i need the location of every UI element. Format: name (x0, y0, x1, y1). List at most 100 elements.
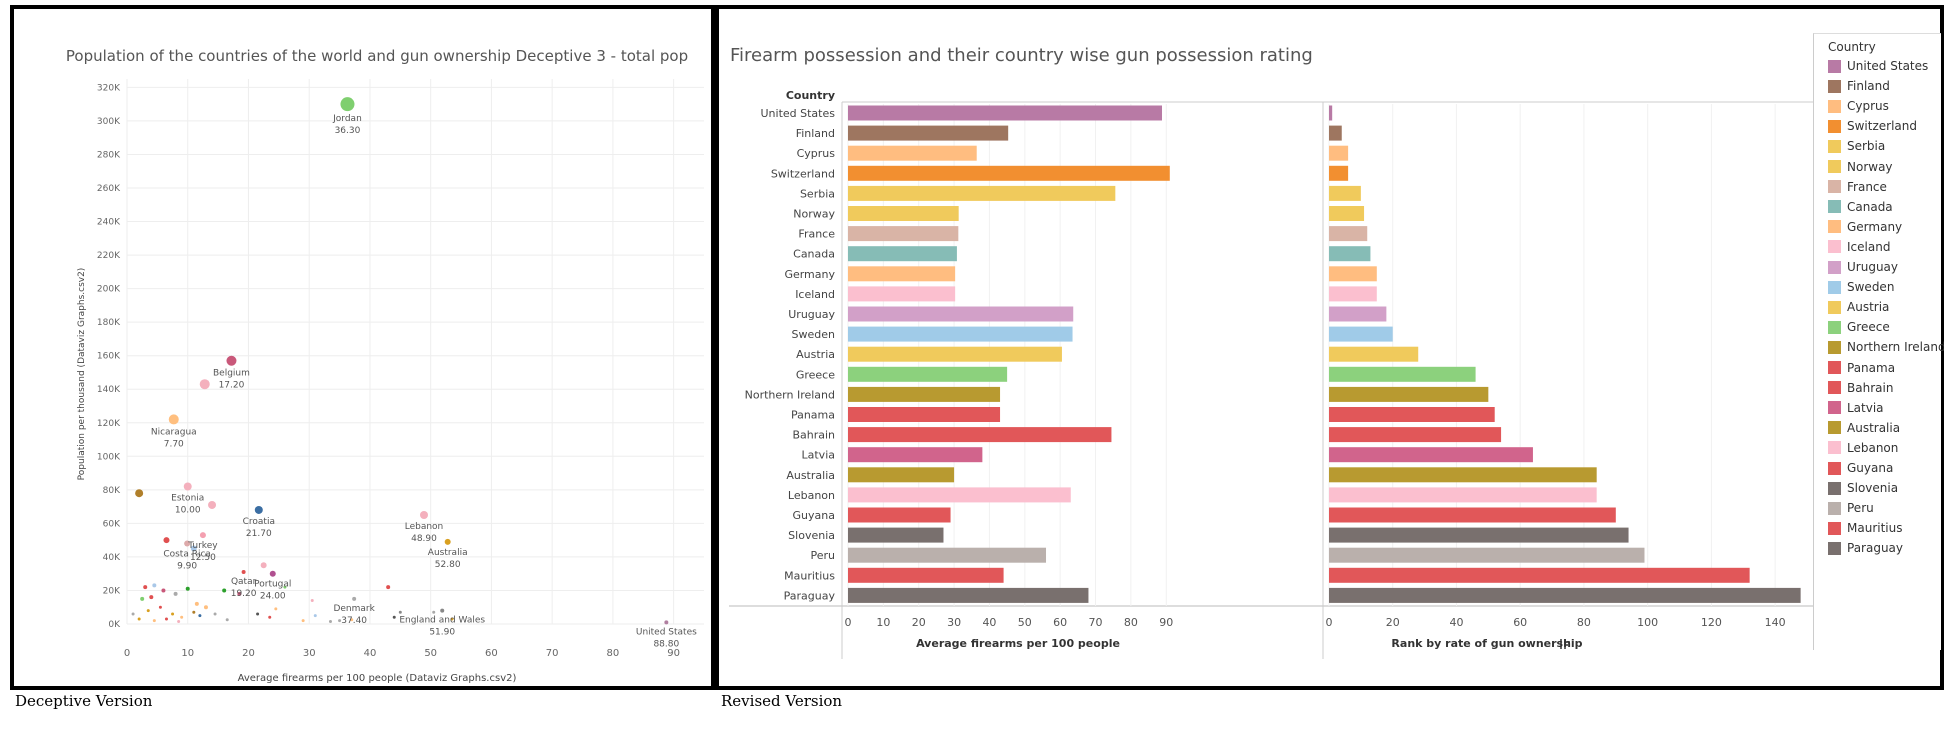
legend-item[interactable]: Canada (1828, 199, 1893, 215)
legend-item[interactable]: Northern Ireland (1828, 339, 1944, 355)
scatter-point[interactable] (171, 612, 175, 616)
bar[interactable] (1329, 286, 1377, 302)
scatter-point[interactable] (256, 612, 260, 616)
bar[interactable] (848, 507, 951, 523)
scatter-point[interactable] (199, 379, 210, 390)
scatter-point[interactable] (190, 545, 197, 552)
legend-item[interactable]: United States (1828, 58, 1928, 74)
scatter-point[interactable] (131, 612, 135, 616)
bar[interactable] (1329, 407, 1495, 422)
bar[interactable] (848, 105, 1163, 121)
scatter-point[interactable] (222, 588, 227, 593)
bar[interactable] (1329, 105, 1333, 121)
legend-item[interactable]: Norway (1828, 159, 1893, 175)
bar[interactable] (848, 145, 977, 161)
scatter-point[interactable] (163, 537, 170, 544)
scatter-point[interactable] (386, 585, 391, 590)
legend-item[interactable]: Serbia (1828, 138, 1885, 154)
scatter-point[interactable] (268, 615, 272, 619)
bar[interactable] (848, 587, 1089, 603)
bar[interactable] (848, 547, 1047, 563)
scatter-point[interactable] (158, 605, 162, 609)
bar[interactable] (848, 386, 1001, 402)
legend-item[interactable]: Peru (1828, 500, 1874, 516)
legend-item[interactable]: Austria (1828, 299, 1889, 315)
legend-item[interactable]: Australia (1828, 420, 1900, 436)
scatter-point[interactable] (152, 583, 157, 588)
scatter-point[interactable] (149, 595, 154, 600)
bar[interactable] (848, 427, 1112, 443)
bar[interactable] (848, 266, 956, 282)
scatter-point[interactable] (226, 355, 237, 366)
bar[interactable] (1329, 507, 1616, 523)
scatter-point[interactable] (313, 614, 317, 618)
bar[interactable] (1329, 427, 1502, 443)
legend-item[interactable]: Latvia (1828, 400, 1884, 416)
scatter-point[interactable] (152, 619, 156, 623)
legend-item[interactable]: Switzerland (1828, 118, 1917, 134)
bar[interactable] (1329, 567, 1750, 583)
scatter-point[interactable] (213, 612, 217, 616)
scatter-point[interactable] (398, 610, 402, 614)
legend-item[interactable]: Panama (1828, 360, 1895, 376)
bar[interactable] (848, 125, 1009, 141)
bar[interactable] (848, 346, 1062, 362)
bar[interactable] (1329, 447, 1533, 463)
scatter-point[interactable] (392, 615, 396, 619)
scatter-point[interactable] (164, 617, 168, 621)
scatter-point[interactable] (450, 617, 454, 621)
scatter-point[interactable] (184, 540, 191, 547)
scatter-point[interactable] (274, 607, 278, 611)
bar[interactable] (848, 326, 1073, 342)
scatter-point[interactable] (269, 570, 276, 577)
bar[interactable] (1329, 246, 1371, 262)
scatter-point[interactable] (140, 596, 145, 601)
scatter-point[interactable] (340, 97, 355, 112)
scatter-point[interactable] (177, 619, 181, 623)
scatter-point[interactable] (225, 618, 229, 622)
legend-item[interactable]: Bahrain (1828, 380, 1893, 396)
bar[interactable] (1329, 165, 1349, 181)
scatter-point[interactable] (185, 586, 190, 591)
legend-item[interactable]: Guyana (1828, 460, 1893, 476)
bar[interactable] (1329, 125, 1342, 141)
scatter-point[interactable] (237, 591, 242, 596)
bar[interactable] (1329, 226, 1368, 242)
scatter-point[interactable] (301, 619, 305, 623)
scatter-point[interactable] (146, 609, 150, 613)
scatter-point[interactable] (168, 414, 179, 425)
scatter-point[interactable] (260, 562, 267, 569)
scatter-point[interactable] (180, 615, 184, 619)
scatter-point[interactable] (664, 620, 669, 625)
scatter-point[interactable] (283, 585, 287, 589)
scatter-point[interactable] (328, 619, 332, 623)
legend-item[interactable]: Germany (1828, 219, 1902, 235)
bar[interactable] (1329, 206, 1365, 221)
scatter-point[interactable] (338, 619, 342, 623)
scatter-point[interactable] (420, 511, 429, 519)
bar[interactable] (848, 185, 1116, 201)
bar[interactable] (848, 527, 944, 543)
scatter-point[interactable] (350, 618, 354, 622)
scatter-point[interactable] (310, 599, 314, 603)
bar[interactable] (1329, 467, 1597, 483)
sort-icon[interactable] (1560, 639, 1570, 649)
legend-item[interactable]: Greece (1828, 319, 1890, 335)
bar[interactable] (1329, 306, 1387, 322)
legend-item[interactable]: Iceland (1828, 239, 1890, 255)
legend-item[interactable]: Mauritius (1828, 520, 1902, 536)
scatter-point[interactable] (254, 505, 263, 514)
bar[interactable] (1329, 527, 1629, 543)
bar[interactable] (1329, 547, 1645, 563)
scatter-point[interactable] (241, 570, 246, 575)
bar[interactable] (848, 567, 1004, 583)
bar[interactable] (1329, 366, 1476, 382)
scatter-point[interactable] (192, 610, 196, 614)
bar[interactable] (848, 447, 983, 463)
scatter-point[interactable] (208, 500, 217, 509)
scatter-point[interactable] (183, 482, 192, 491)
scatter-point[interactable] (161, 588, 166, 593)
scatter-point[interactable] (143, 585, 148, 590)
scatter-point[interactable] (432, 610, 436, 614)
bar[interactable] (848, 165, 1170, 181)
